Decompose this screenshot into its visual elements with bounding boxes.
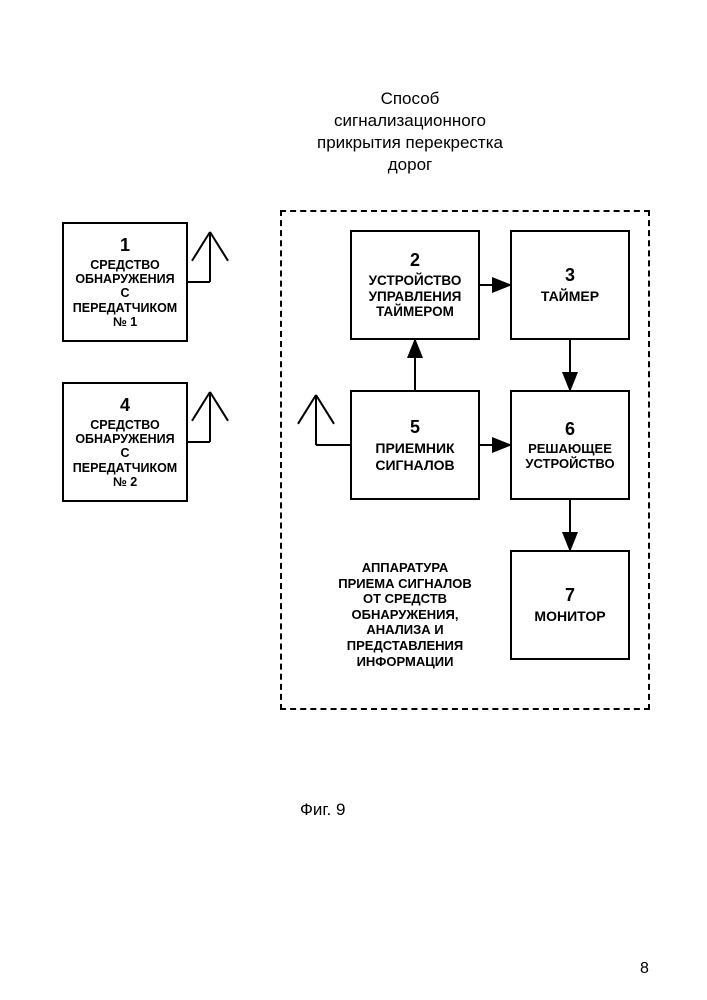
block-label: СРЕДСТВООБНАРУЖЕНИЯСПЕРЕДАТЧИКОМ№ 2 bbox=[73, 418, 177, 490]
block-5-receiver: 5 ПРИЕМНИКСИГНАЛОВ bbox=[350, 390, 480, 500]
figure-label: Фиг. 9 bbox=[300, 800, 345, 820]
block-number: 6 bbox=[565, 419, 575, 440]
block-label: УСТРОЙСТВОУПРАВЛЕНИЯТАЙМЕРОМ bbox=[369, 273, 462, 320]
block-number: 5 bbox=[410, 417, 420, 438]
block-number: 1 bbox=[120, 235, 130, 256]
diagram-title: Способсигнализационногоприкрытия перекре… bbox=[300, 88, 520, 176]
block-4-detector-tx2: 4 СРЕДСТВООБНАРУЖЕНИЯСПЕРЕДАТЧИКОМ№ 2 bbox=[62, 382, 188, 502]
block-label: РЕШАЮЩЕЕУСТРОЙСТВО bbox=[525, 442, 614, 472]
block-2-timer-control: 2 УСТРОЙСТВОУПРАВЛЕНИЯТАЙМЕРОМ bbox=[350, 230, 480, 340]
block-3-timer: 3 ТАЙМЕР bbox=[510, 230, 630, 340]
apparatus-label: АППАРАТУРАПРИЕМА СИГНАЛОВОТ СРЕДСТВОБНАР… bbox=[320, 560, 490, 669]
block-number: 3 bbox=[565, 265, 575, 286]
block-6-decision-unit: 6 РЕШАЮЩЕЕУСТРОЙСТВО bbox=[510, 390, 630, 500]
block-label: СРЕДСТВООБНАРУЖЕНИЯСПЕРЕДАТЧИКОМ№ 1 bbox=[73, 258, 177, 330]
block-label: МОНИТОР bbox=[534, 608, 605, 624]
page-number: 8 bbox=[640, 960, 649, 978]
block-number: 4 bbox=[120, 395, 130, 416]
block-number: 7 bbox=[565, 585, 575, 606]
block-7-monitor: 7 МОНИТОР bbox=[510, 550, 630, 660]
block-number: 2 bbox=[410, 250, 420, 271]
page: Способсигнализационногоприкрытия перекре… bbox=[0, 0, 707, 1000]
block-label: ТАЙМЕР bbox=[541, 288, 599, 304]
block-label: ПРИЕМНИКСИГНАЛОВ bbox=[375, 440, 454, 472]
block-1-detector-tx1: 1 СРЕДСТВООБНАРУЖЕНИЯСПЕРЕДАТЧИКОМ№ 1 bbox=[62, 222, 188, 342]
